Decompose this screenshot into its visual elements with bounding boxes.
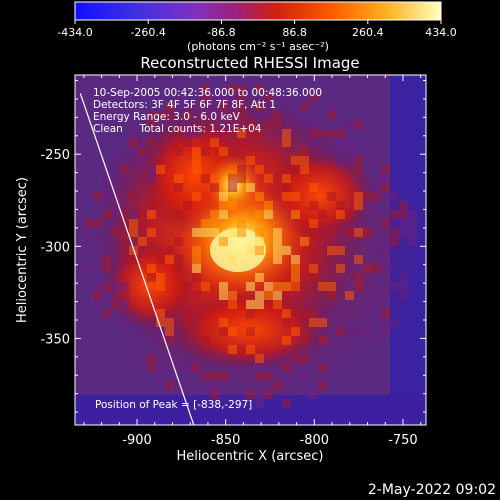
colorbar-tick-label: 434.0 [425, 26, 457, 39]
x-axis-ticks: -900 -850 -800 -750 [83, 75, 422, 448]
colorbar-tick-label: -434.0 [57, 26, 92, 39]
x-tick-label: -750 [388, 433, 418, 448]
plot-title: Reconstructed RHESSI Image [140, 54, 359, 72]
y-tick-label: -250 [40, 148, 70, 163]
colorbar-tick-label: 260.4 [352, 26, 384, 39]
y-tick-label: -350 [40, 332, 70, 347]
x-tick-label: -900 [122, 433, 152, 448]
colorbar-tick-label: 86.8 [282, 26, 307, 39]
colorbar-unit-label: (photons cm⁻² s⁻¹ asec⁻²) [187, 40, 329, 53]
solar-image [75, 75, 426, 425]
x-tick-label: -850 [211, 433, 241, 448]
x-tick-label: -800 [300, 433, 330, 448]
colorbar-tick-label: -86.8 [207, 26, 235, 39]
y-axis-ticks: -250 -300 -350 [40, 80, 426, 413]
y-axis-label: Heliocentric Y (arcsec) [15, 177, 30, 323]
solar-limb-line [79, 93, 195, 425]
info-line-detectors: Detectors: 3F 4F 5F 6F 7F 8F, Att 1 [93, 99, 276, 111]
info-line-energy: Energy Range: 3.0 - 6.0 keV [93, 111, 241, 123]
colorbar-ticks: -434.0 -260.4 -86.8 86.8 260.4 434.0 [57, 20, 457, 39]
peak-position-label: Position of Peak = [-838,-297] [95, 399, 252, 411]
info-line-time: 10-Sep-2005 00:42:36.000 to 00:48:36.000 [93, 87, 322, 99]
info-line-clean: Clean Total counts: 1.21E+04 [93, 123, 262, 135]
y-tick-label: -300 [40, 240, 70, 255]
info-annotation: 10-Sep-2005 00:42:36.000 to 00:48:36.000… [93, 87, 322, 135]
render-timestamp: 2-May-2022 09:02 [368, 482, 496, 498]
plot-frame [74, 74, 427, 426]
x-axis-label: Heliocentric X (arcsec) [177, 449, 324, 464]
colorbar-tick-label: -260.4 [130, 26, 165, 39]
colorbar [74, 1, 442, 21]
